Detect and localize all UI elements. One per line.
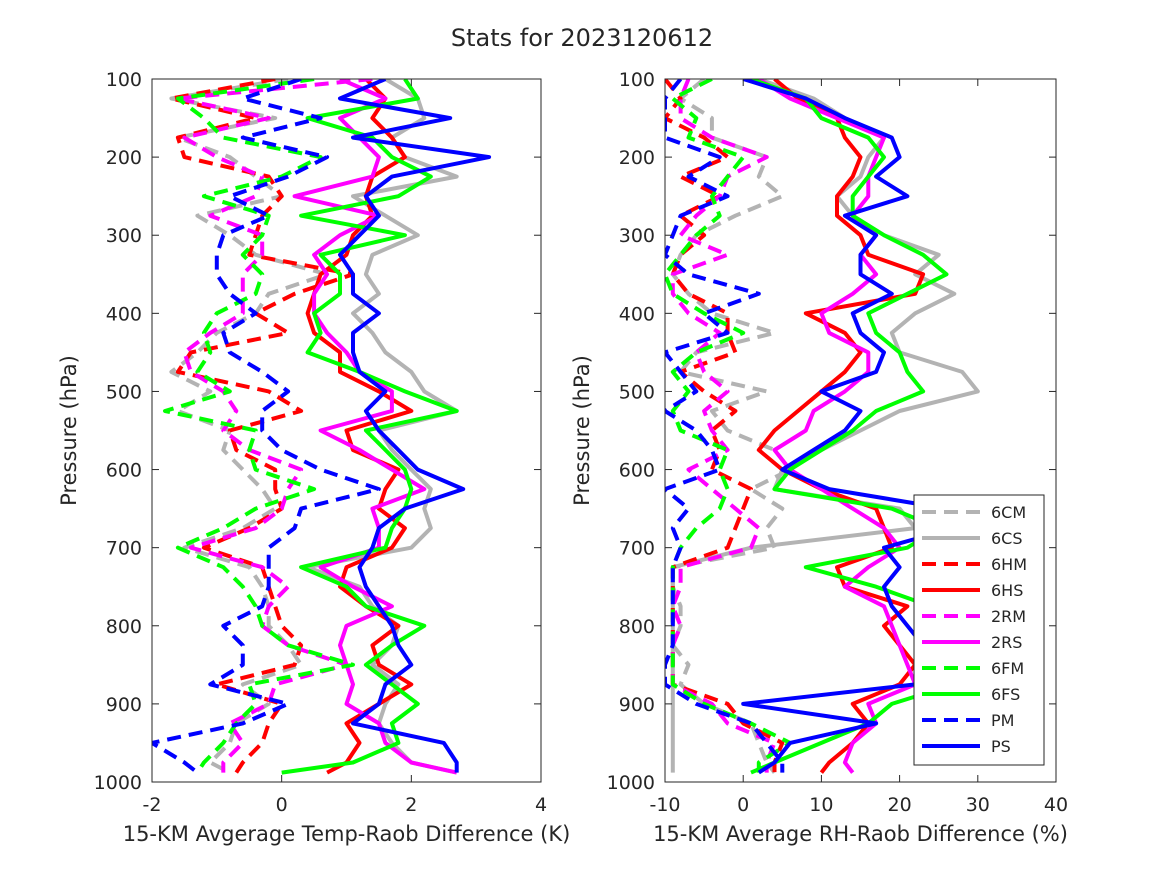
rh-panel: -10 0 10 20 30 40 100 200 300 400 500 600 700 800 900 1… bbox=[570, 69, 1068, 846]
legend-label-2rs: 2RS bbox=[991, 633, 1022, 652]
y-tick-label: 800 bbox=[106, 616, 142, 638]
y-tick-label: 500 bbox=[106, 381, 142, 403]
legend-box bbox=[913, 494, 1045, 766]
series-line-6fm bbox=[163, 79, 355, 774]
y-tick-label: 400 bbox=[619, 303, 655, 325]
x-tick-label: -2 bbox=[143, 794, 162, 816]
y-axis-label: Pressure (hPa) bbox=[570, 355, 594, 506]
series-lines bbox=[665, 79, 980, 775]
series-line-2rs bbox=[757, 79, 918, 774]
axes-box bbox=[664, 78, 1057, 783]
series-line-pm bbox=[152, 79, 381, 775]
legend-label-6hs: 6HS bbox=[991, 581, 1023, 600]
legend: 6CM 6CS 6HM 6HS 2RM 2RS 6FM 6FS PM PS bbox=[913, 494, 1045, 766]
y-tick-label: 700 bbox=[619, 538, 655, 560]
series-line-6fs bbox=[281, 79, 459, 775]
legend-label-6fs: 6FS bbox=[991, 685, 1020, 704]
series-line-6fm bbox=[665, 79, 793, 773]
series-line-ps bbox=[338, 79, 492, 773]
y-tick-label: 200 bbox=[106, 147, 142, 169]
y-tick-label: 1000 bbox=[94, 772, 142, 794]
x-tick-label: 20 bbox=[888, 794, 912, 816]
legend-label-6hm: 6HM bbox=[991, 555, 1027, 574]
x-tick-label: 2 bbox=[405, 794, 417, 816]
y-axis-label: Pressure (hPa) bbox=[57, 355, 81, 506]
x-tick-label: -10 bbox=[649, 794, 680, 816]
y-tick-label: 500 bbox=[619, 381, 655, 403]
y-tick-label: 800 bbox=[619, 616, 655, 638]
x-tick-label: 0 bbox=[737, 794, 749, 816]
y-tick-label: 600 bbox=[619, 460, 655, 482]
legend-label-ps: PS bbox=[991, 737, 1011, 756]
y-tick-label: 600 bbox=[106, 460, 142, 482]
y-tick-label: 100 bbox=[619, 69, 655, 91]
y-tick-label: 1000 bbox=[607, 772, 655, 794]
x-tick-label: 0 bbox=[276, 794, 288, 816]
temperature-panel: -2 0 2 4 100 200 300 400 500 600 700 800 900 1000 15-K… bbox=[57, 69, 570, 846]
series-line-6hm bbox=[169, 79, 355, 774]
legend-label-6cs: 6CS bbox=[991, 529, 1023, 548]
y-tick-label: 900 bbox=[106, 694, 142, 716]
y-tick-label: 100 bbox=[106, 69, 142, 91]
x-axis-label: 15-KM Avgerage Temp-Raob Difference (K) bbox=[123, 822, 571, 846]
legend-label-6fm: 6FM bbox=[991, 659, 1024, 678]
legend-label-2rm: 2RM bbox=[991, 607, 1026, 626]
figure-title: Stats for 2023120612 bbox=[451, 24, 713, 52]
x-tick-label: 4 bbox=[535, 794, 547, 816]
legend-label-6cm: 6CM bbox=[991, 503, 1026, 522]
x-tick-label: 30 bbox=[966, 794, 990, 816]
y-tick-label: 900 bbox=[619, 694, 655, 716]
x-tick-label: 40 bbox=[1044, 794, 1068, 816]
y-tick-label: 400 bbox=[106, 303, 142, 325]
series-line-6cm bbox=[670, 79, 793, 774]
x-tick-label: 10 bbox=[809, 794, 833, 816]
legend-label-pm: PM bbox=[991, 711, 1014, 730]
y-tick-label: 300 bbox=[106, 225, 142, 247]
x-axis-label: 15-KM Average RH-Raob Difference (%) bbox=[653, 822, 1068, 846]
y-tick-label: 200 bbox=[619, 147, 655, 169]
series-line-pm bbox=[665, 79, 785, 773]
y-tick-label: 300 bbox=[619, 225, 655, 247]
y-tick-label: 700 bbox=[106, 538, 142, 560]
series-lines bbox=[152, 79, 492, 775]
axes-box bbox=[151, 78, 542, 783]
